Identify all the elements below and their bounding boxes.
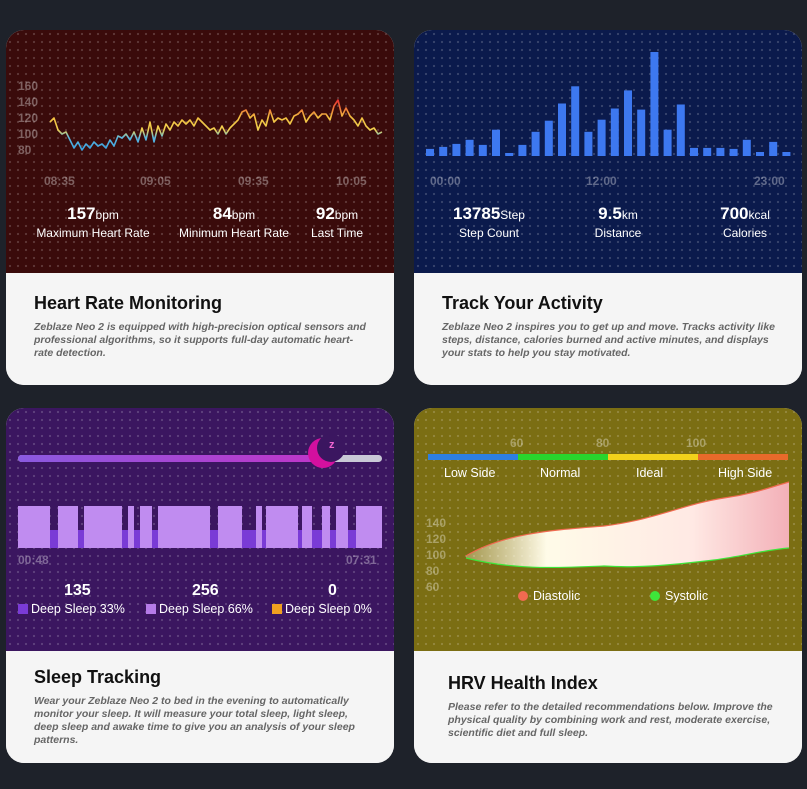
zone-label: Ideal [636,466,664,480]
activity-bar [703,147,712,156]
card-title: HRV Health Index [448,673,598,693]
heart-rate-line-chart [49,99,383,151]
card-description: Zeblaze Neo 2 is equipped with high-prec… [34,321,366,359]
sleep-legend-item: Deep Sleep 33% [18,602,125,616]
moon-icon: z [308,434,345,472]
y-label: 60 [426,580,440,594]
activity-bar [624,90,632,156]
y-label: 140 [18,95,39,109]
activity-bar [716,147,725,156]
activity-bar [584,131,593,156]
activity-bar [676,104,685,156]
activity-bar [452,143,461,156]
activity-bar [610,108,619,156]
zone-label: Low Side [444,466,496,480]
card-description: Wear your Zeblaze Neo 2 to bed in the ev… [34,695,355,746]
activity-chart-panel: 00:00 12:00 23:00 13785Step Step Count 9… [414,30,802,273]
y-label: 100 [18,127,39,141]
hrv-card: 60 80 100 Low Side Normal Ideal High Sid… [414,408,802,763]
activity-text-panel: Track Your Activity Zeblaze Neo 2 inspir… [414,273,802,385]
y-label: 80 [18,143,32,157]
hrv-text-panel: HRV Health Index Please refer to the det… [414,651,802,763]
activity-bar [637,109,646,156]
x-label: 00:48 [18,553,49,567]
y-label: 120 [18,111,39,125]
activity-bar [544,120,553,156]
hrv-legend-diastolic: Diastolic [518,589,580,603]
activity-bar [465,139,474,156]
activity-bar [571,86,580,156]
activity-bar [531,131,540,156]
activity-bar [597,119,606,156]
hrv-band-chart [465,481,790,569]
activity-bar [478,144,487,156]
stat-min-heart-rate: 84bpm Minimum Heart Rate [178,204,290,240]
activity-bar [518,144,527,156]
sleep-count: 0 [328,582,337,599]
activity-bar [769,141,778,156]
sleep-progress-fill [18,455,326,462]
sleep-chart-panel: z 00:48 07:31 135 256 0 [6,408,394,651]
activity-bar [505,153,514,156]
sleep-count: 135 [64,582,91,599]
x-label: 09:05 [140,174,171,188]
y-label: 120 [426,532,447,546]
x-label: 07:31 [346,553,377,567]
x-label: 00:00 [430,174,461,188]
activity-card: 00:00 12:00 23:00 13785Step Step Count 9… [414,30,802,385]
activity-bar [650,52,659,156]
activity-bar [426,148,434,156]
x-label: 10:05 [336,174,367,188]
scale-number: 100 [686,436,707,450]
stat-last-heart-rate: 92bpm Last Time [310,204,364,240]
card-title: Sleep Tracking [34,667,162,687]
card-description: Please refer to the detailed recommendat… [448,701,773,739]
sleep-count: 256 [192,582,219,599]
zone-bar [428,454,788,460]
scale-number: 80 [596,436,610,450]
hrv-chart-panel: 60 80 100 Low Side Normal Ideal High Sid… [414,408,802,651]
card-title: Track Your Activity [442,293,603,313]
x-label: 12:00 [586,174,617,188]
stat-distance: 9.5km Distance [594,204,642,240]
card-description: Zeblaze Neo 2 inspires you to get up and… [442,321,776,359]
activity-bar [729,148,738,156]
card-title: Heart Rate Monitoring [34,293,223,313]
x-label: 23:00 [754,174,785,188]
heart-rate-text-panel: Heart Rate Monitoring Zeblaze Neo 2 is e… [6,273,394,385]
sleep-text-panel: Sleep Tracking Wear your Zeblaze Neo 2 t… [6,651,394,763]
x-label: 08:35 [44,174,75,188]
y-label: 100 [426,548,447,562]
heart-rate-chart-panel: 160 140 120 100 80 08:35 09:05 09:35 10:… [6,30,394,273]
activity-bar [782,152,791,156]
sleep-legend-item: Deep Sleep 66% [146,602,253,616]
y-label: 160 [18,79,39,93]
heart-rate-card: 160 140 120 100 80 08:35 09:05 09:35 10:… [6,30,394,385]
zone-label: Normal [540,466,581,480]
y-label: 140 [426,516,447,530]
activity-bar [558,103,566,156]
activity-bar-chart [426,52,791,156]
sleep-legend-item: Deep Sleep 0% [272,602,372,616]
activity-bar [742,139,751,156]
hrv-legend-systolic: Systolic [650,589,708,603]
activity-bar [492,129,500,156]
activity-bar [690,147,698,156]
stat-step-count: 13785Step Step Count [453,204,525,240]
scale-number: 60 [510,436,524,450]
activity-bar [756,152,764,156]
sleep-stage-chart [18,506,382,548]
activity-bar [663,129,672,156]
y-label: 80 [426,564,440,578]
stat-calories: 700kcal Calories [720,204,770,240]
sleep-card: z 00:48 07:31 135 256 0 [6,408,394,763]
x-label: 09:35 [238,174,269,188]
activity-bar [439,146,448,156]
zone-label: High Side [718,466,773,480]
stat-max-heart-rate: 157bpm Maximum Heart Rate [36,204,150,240]
